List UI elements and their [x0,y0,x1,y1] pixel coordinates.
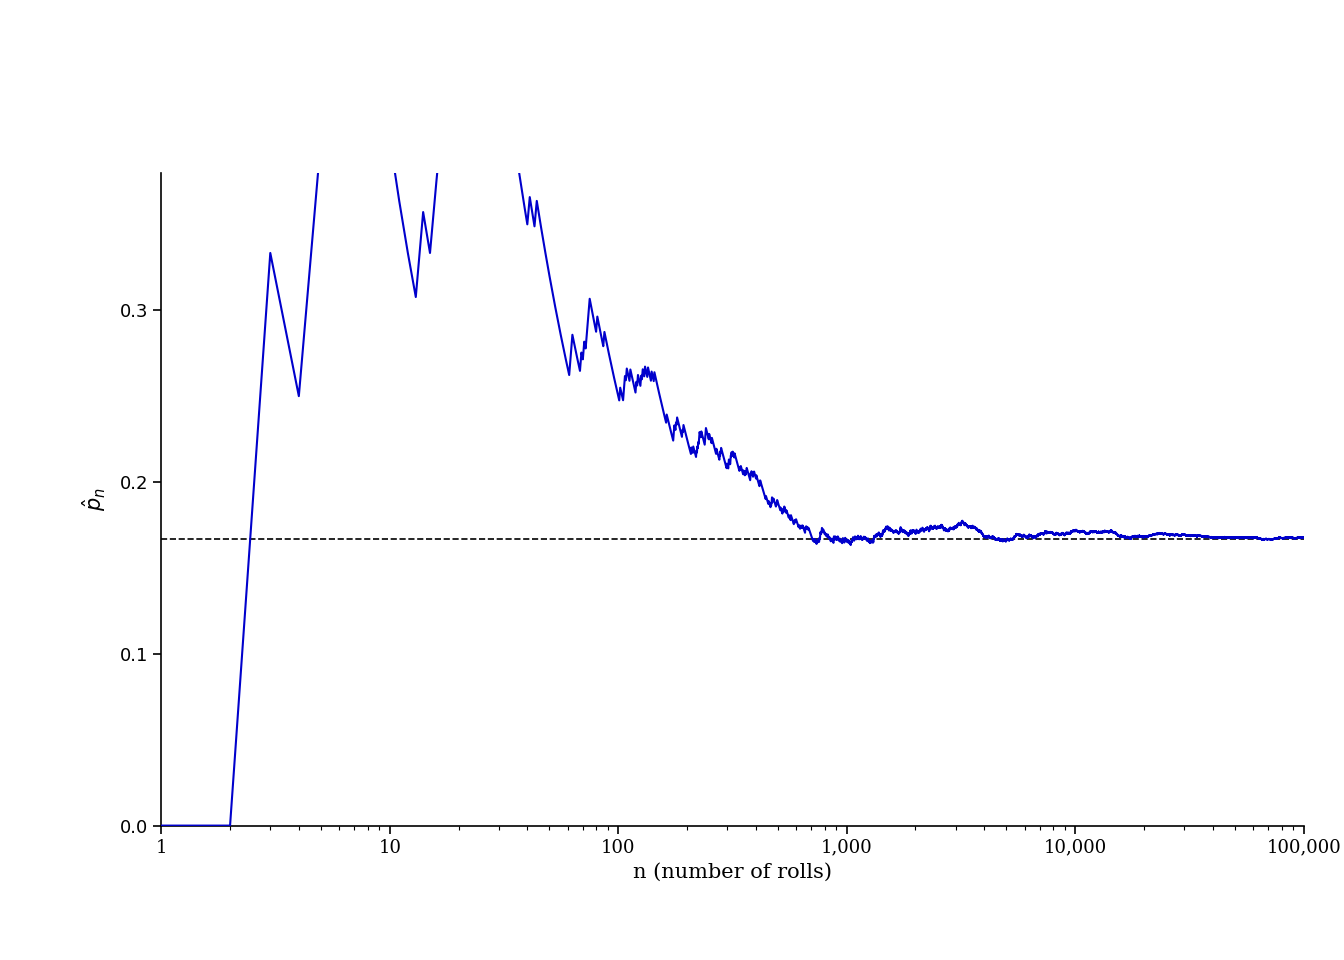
X-axis label: n (number of rolls): n (number of rolls) [633,862,832,881]
Y-axis label: $\hat{p}_n$: $\hat{p}_n$ [81,488,109,511]
